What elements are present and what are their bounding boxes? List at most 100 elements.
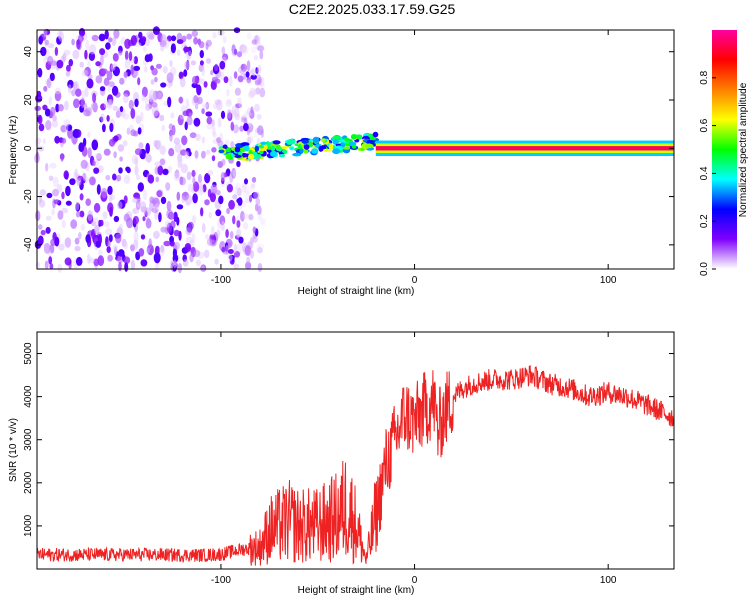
heatmap-cell-noise bbox=[92, 92, 97, 103]
heatmap-cell-noise bbox=[214, 78, 221, 84]
heatmap-cell-noise bbox=[75, 88, 82, 97]
heatmap-cell-noise bbox=[135, 174, 141, 181]
heatmap-cell-noise bbox=[250, 69, 255, 75]
heatmap-cell-noise bbox=[219, 71, 225, 80]
colorbar-tick-label: 0.6 bbox=[699, 118, 710, 132]
heatmap-cell-noise bbox=[255, 87, 261, 95]
heatmap-cell-noise bbox=[218, 195, 224, 205]
snr-y-tick-label: 3000 bbox=[23, 428, 34, 451]
heatmap-cell-noise bbox=[159, 158, 166, 166]
heatmap-cell-signal bbox=[289, 146, 295, 151]
heatmap-cell-noise bbox=[151, 207, 159, 214]
heatmap-cell-noise bbox=[252, 226, 257, 234]
heatmap-cell-noise bbox=[55, 103, 60, 113]
heatmap-cell-noise bbox=[64, 257, 72, 266]
heatmap-cell-noise bbox=[200, 207, 204, 217]
heatmap-cell-noise bbox=[148, 238, 152, 250]
heatmap-cell-signal bbox=[237, 151, 243, 156]
heatmap-cell-noise bbox=[131, 154, 139, 165]
heatmap-cell-noise bbox=[121, 238, 127, 248]
heatmap-cell-noise bbox=[222, 35, 227, 44]
heatmap-cell-noise bbox=[240, 64, 245, 70]
heatmap-cell-noise bbox=[130, 35, 137, 46]
heatmap-cell-noise bbox=[52, 176, 59, 188]
heatmap-cell-noise bbox=[177, 152, 183, 163]
heatmap-cell-noise bbox=[133, 70, 140, 77]
heatmap-cell-noise bbox=[137, 77, 141, 86]
heatmap-carrier-core bbox=[375, 146, 674, 151]
heatmap-cell-noise bbox=[46, 192, 53, 199]
heatmap-cell-noise bbox=[130, 108, 136, 119]
heatmap-cell-noise bbox=[211, 147, 217, 153]
heatmap-cell-noise bbox=[79, 193, 84, 201]
heatmap-cell-noise bbox=[107, 81, 115, 87]
heatmap-cell-noise bbox=[108, 196, 113, 203]
heatmap-cell-noise bbox=[237, 75, 244, 83]
snr-frame bbox=[36, 331, 675, 570]
heatmap-cell-noise bbox=[133, 231, 139, 243]
heatmap-cell-noise bbox=[232, 215, 236, 225]
heatmap-cell-signal bbox=[332, 135, 341, 140]
heatmap-cell-noise bbox=[162, 168, 169, 175]
heatmap-y-tick-label: -20 bbox=[23, 189, 34, 204]
heatmap-cell-noise bbox=[230, 121, 235, 131]
heatmap-cell-noise bbox=[231, 109, 238, 117]
heatmap-cell-noise bbox=[199, 50, 204, 59]
heatmap-cell-signal bbox=[311, 148, 319, 154]
heatmap-cell-noise bbox=[193, 117, 201, 127]
heatmap-cell-noise bbox=[49, 263, 54, 270]
heatmap-cell-noise bbox=[40, 229, 46, 236]
heatmap-cell-noise bbox=[234, 87, 241, 96]
heatmap-cell-noise bbox=[108, 138, 116, 147]
heatmap-cell-noise bbox=[167, 96, 172, 108]
heatmap-cell-noise bbox=[192, 193, 198, 204]
heatmap-cell-noise bbox=[155, 63, 162, 69]
colorbar-tick-label: 0.4 bbox=[699, 166, 710, 180]
heatmap-cell-noise bbox=[67, 84, 72, 94]
heatmap-cell-noise bbox=[235, 227, 242, 238]
heatmap-cell-noise bbox=[108, 37, 113, 43]
heatmap-cell-noise bbox=[132, 207, 138, 214]
heatmap-cell-noise bbox=[187, 150, 192, 157]
heatmap-cell-noise bbox=[124, 50, 129, 61]
heatmap-cell-noise bbox=[145, 247, 150, 254]
heatmap-cell-noise bbox=[84, 177, 90, 183]
heatmap-cell-noise bbox=[115, 233, 122, 244]
heatmap-cell-noise bbox=[221, 46, 226, 55]
heatmap-cell-noise bbox=[69, 178, 76, 186]
heatmap-cell-signal bbox=[255, 154, 262, 159]
heatmap-cell-noise bbox=[219, 60, 226, 70]
heatmap-cell-noise bbox=[204, 173, 211, 184]
heatmap-cell-noise bbox=[146, 217, 150, 226]
heatmap-frame bbox=[36, 29, 675, 270]
snr-y-ticks: 1000 2000 3000 4000 5000 bbox=[23, 342, 674, 537]
heatmap-cell-noise bbox=[96, 184, 101, 195]
heatmap-cell-noise bbox=[191, 82, 198, 89]
heatmap-cell-noise bbox=[79, 61, 84, 68]
heatmap-cell-noise bbox=[206, 123, 213, 130]
heatmap-cell-noise bbox=[157, 165, 164, 176]
heatmap-cell-noise bbox=[117, 254, 124, 264]
heatmap-cell-noise bbox=[208, 211, 213, 219]
heatmap-cell-noise bbox=[109, 194, 116, 201]
heatmap-cell-noise bbox=[113, 28, 120, 39]
heatmap-cell-noise bbox=[108, 234, 113, 243]
heatmap-cell-noise bbox=[176, 49, 181, 56]
heatmap-cell-noise bbox=[72, 128, 80, 139]
heatmap-panel: -100 0 100 -40 -20 0 20 40 Height of straight … bbox=[8, 26, 675, 297]
heatmap-cell-noise bbox=[220, 224, 225, 232]
heatmap-cell-noise bbox=[83, 109, 91, 117]
heatmap-cell-noise bbox=[106, 70, 113, 81]
heatmap-cell-noise bbox=[204, 233, 209, 240]
heatmap-cell-noise bbox=[124, 58, 130, 69]
heatmap-cell-noise bbox=[80, 159, 88, 169]
heatmap-cell-noise bbox=[200, 264, 207, 272]
heatmap-cell-noise bbox=[45, 162, 49, 172]
heatmap-cell-noise bbox=[135, 115, 141, 125]
heatmap-cell-noise bbox=[145, 103, 151, 112]
heatmap-cell-noise bbox=[54, 236, 60, 247]
heatmap-y-axis-label: Frequency (Hz) bbox=[8, 116, 19, 185]
heatmap-cell-noise bbox=[210, 184, 218, 194]
heatmap-cell-noise bbox=[253, 191, 260, 200]
